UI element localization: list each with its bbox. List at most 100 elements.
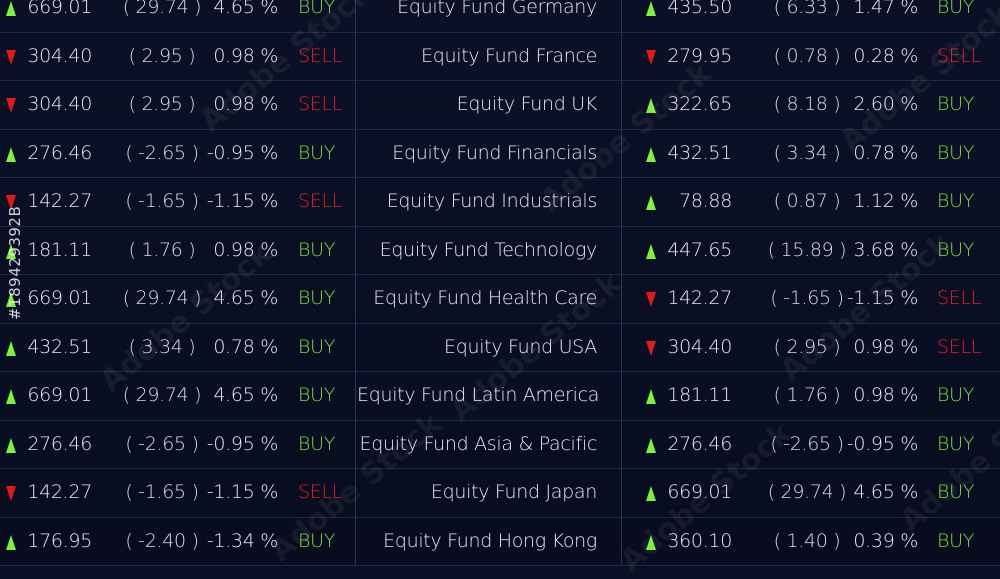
percent-cell: 2.60 %	[853, 93, 918, 115]
signal-badge: BUY	[937, 190, 975, 212]
down-arrow-icon	[646, 49, 656, 65]
signal-badge: BUY	[937, 432, 975, 455]
table-row[interactable]: 181.11 ( 1.76 ) 0.98 % BUY Equity Fund Techn…	[0, 227, 1000, 275]
price-cell: 432.51	[667, 141, 732, 164]
ticker-board: 669.01 ( 29.74 ) 4.65 % BUY Equity Fund Germ…	[0, 0, 1000, 566]
table-row[interactable]: 276.46 ( -2.65 ) -0.95 % BUY Equity Fund Fin…	[0, 130, 1000, 178]
price-cell: 304.40	[27, 93, 92, 115]
change-cell: ( 2.95 )	[128, 44, 196, 67]
change-cell: ( -2.40 )	[125, 529, 199, 552]
price-cell: 304.40	[667, 335, 732, 358]
change-cell: ( 1.76 )	[128, 238, 196, 261]
signal-badge: BUY	[937, 0, 975, 18]
signal-badge: BUY	[298, 432, 336, 455]
percent-cell: 0.98 %	[213, 93, 278, 115]
signal-badge: BUY	[298, 141, 336, 164]
change-cell: ( 0.78 )	[773, 44, 841, 67]
up-arrow-icon	[646, 389, 656, 404]
percent-cell: 0.98 %	[853, 335, 918, 358]
signal-badge: SELL	[937, 335, 982, 358]
change-cell: ( 3.34 )	[128, 335, 196, 358]
table-row[interactable]: 669.01 ( 29.74 ) 4.65 % BUY Equity Fund Heal…	[0, 275, 1000, 324]
table-row[interactable]: 142.27 ( -1.65 ) -1.15 % SELL Equity Fund In…	[0, 178, 1000, 227]
change-cell: ( 8.18 )	[773, 93, 841, 115]
up-arrow-icon	[6, 534, 16, 550]
percent-cell: -1.15 %	[206, 481, 278, 503]
price-cell: 181.11	[667, 384, 732, 406]
percent-cell: 4.65 %	[213, 0, 278, 18]
signal-badge: BUY	[298, 238, 336, 261]
up-arrow-icon	[6, 292, 16, 307]
up-arrow-icon	[646, 486, 656, 501]
percent-cell: 0.39 %	[853, 529, 918, 552]
price-cell: 142.27	[27, 190, 92, 212]
price-cell: 435.50	[667, 0, 732, 18]
signal-badge: BUY	[298, 529, 336, 552]
signal-badge: SELL	[298, 44, 343, 67]
up-arrow-icon	[646, 243, 656, 259]
down-arrow-icon	[6, 486, 16, 501]
change-cell: ( -1.65 )	[125, 190, 199, 212]
signal-badge: BUY	[937, 481, 975, 503]
percent-cell: 0.78 %	[213, 335, 278, 358]
table-row[interactable]: 669.01 ( 29.74 ) 4.65 % BUY Equity Fund Germ…	[0, 0, 1000, 33]
column-divider-right	[621, 0, 622, 566]
fund-name: Equity Fund USA	[443, 335, 597, 358]
percent-cell: 4.65 %	[213, 384, 278, 406]
fund-name: Equity Fund Health Care	[373, 287, 597, 309]
price-cell: 142.27	[27, 481, 92, 503]
fund-name: Equity Fund Technology	[379, 238, 598, 261]
fund-name: Equity Fund UK	[456, 93, 598, 115]
table-row[interactable]: 669.01 ( 29.74 ) 4.65 % BUY Equity Fund Lati…	[0, 372, 1000, 421]
change-cell: ( 2.95 )	[128, 93, 196, 115]
column-divider-left	[355, 0, 356, 566]
up-arrow-icon	[6, 389, 16, 404]
table-row[interactable]: 304.40 ( 2.95 ) 0.98 % SELL Equity Fund UK 32…	[0, 81, 1000, 130]
signal-badge: BUY	[937, 238, 975, 261]
percent-cell: -1.15 %	[206, 190, 278, 212]
change-cell: ( 29.74 )	[122, 287, 202, 309]
percent-cell: 0.98 %	[853, 384, 918, 406]
signal-badge: BUY	[298, 287, 336, 309]
fund-name: Equity Fund France	[421, 44, 597, 67]
percent-cell: 0.78 %	[853, 141, 918, 164]
percent-cell: -0.95 %	[206, 141, 278, 164]
price-cell: 669.01	[27, 287, 92, 309]
price-cell: 181.11	[27, 238, 92, 261]
down-arrow-icon	[646, 340, 656, 356]
signal-badge: SELL	[937, 287, 982, 309]
fund-name: Equity Fund Latin America	[357, 384, 600, 406]
signal-badge: SELL	[298, 481, 343, 503]
fund-name: Equity Fund Industrials	[386, 190, 598, 212]
down-arrow-icon	[6, 49, 16, 65]
price-cell: 142.27	[667, 287, 732, 309]
price-cell: 176.95	[27, 529, 92, 552]
table-row[interactable]: 276.46( -2.65 ) -0.95 % BUY Equity Fund Asi…	[0, 421, 1000, 469]
up-arrow-icon	[646, 98, 656, 113]
price-cell: 304.40	[27, 44, 92, 67]
table-row[interactable]: 304.40 ( 2.95 ) 0.98 % SELL Equity Fund Fran…	[0, 33, 1000, 81]
signal-badge: BUY	[937, 529, 975, 552]
change-cell: ( 29.74 )	[767, 481, 847, 503]
change-cell: ( 15.89 )	[767, 238, 847, 261]
price-cell: 432.51	[27, 335, 92, 358]
price-cell: 360.10	[667, 529, 732, 552]
percent-cell: 3.68 %	[853, 238, 918, 261]
price-cell: 669.01	[27, 0, 92, 18]
percent-cell: 0.28 %	[853, 44, 918, 67]
price-cell: 279.95	[667, 44, 732, 67]
price-cell: 669.01	[27, 384, 92, 406]
signal-badge: BUY	[298, 384, 336, 406]
price-cell: 276.46	[27, 432, 92, 455]
change-cell: ( -2.65 )	[770, 432, 844, 455]
change-cell: ( -2.65 )	[125, 432, 199, 455]
percent-cell: 1.47 %	[853, 0, 918, 18]
percent-cell: 0.98 %	[213, 238, 278, 261]
table-row[interactable]: 142.27 ( -1.65 ) -1.15 % SELL Equity Fund Ja…	[0, 469, 1000, 518]
table-row[interactable]: 432.51 ( 3.34 ) 0.78 % BUY Equity Fund USA 30…	[0, 324, 1000, 372]
price-cell: 276.46	[667, 432, 732, 455]
percent-cell: 1.12 %	[853, 190, 918, 212]
up-arrow-icon	[646, 195, 656, 210]
table-row[interactable]: 176.95 ( -2.40 ) -1.34 % BUY Equity Fund Hon…	[0, 518, 1000, 566]
percent-cell: -0.95 %	[846, 432, 918, 455]
